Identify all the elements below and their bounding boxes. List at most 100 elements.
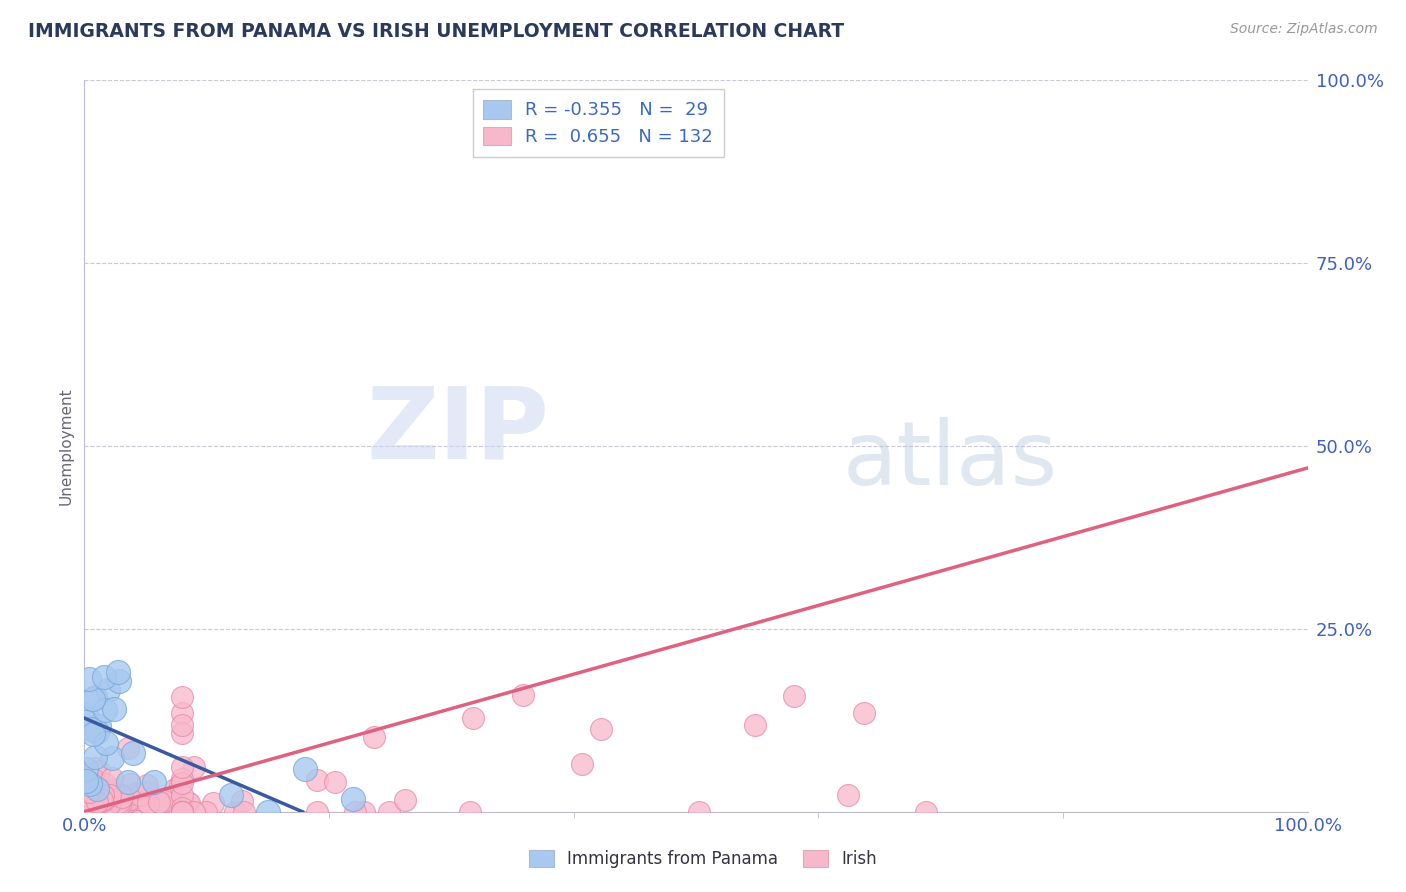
Point (118, 794, 141, 808)
Point (76, 797, 98, 811)
Point (75, 762, 97, 776)
Point (224, 805, 246, 819)
Point (201, 796, 224, 810)
Text: Source: ZipAtlas.com: Source: ZipAtlas.com (1230, 22, 1378, 37)
Point (120, 777, 142, 791)
Point (80, 795, 103, 809)
Point (76, 797, 98, 811)
Point (149, 795, 172, 809)
Point (172, 690, 194, 705)
Point (342, 792, 364, 806)
Point (75, 781, 97, 796)
Point (104, 794, 127, 808)
Point (117, 740, 139, 755)
Point (90, 793, 112, 807)
Point (172, 725, 194, 739)
Point (76, 771, 98, 785)
Point (75, 797, 97, 811)
Point (107, 665, 129, 679)
Point (150, 796, 173, 810)
Point (122, 746, 145, 760)
Point (837, 789, 859, 803)
Point (82, 797, 104, 811)
Point (82, 692, 104, 706)
Point (82, 771, 104, 785)
Point (591, 723, 613, 737)
Point (94, 792, 117, 806)
Point (172, 788, 194, 802)
Point (97, 683, 120, 698)
Point (343, 805, 366, 819)
Point (688, 805, 710, 819)
Point (82, 797, 104, 811)
Point (91, 789, 114, 803)
Point (101, 782, 124, 797)
Point (115, 795, 138, 809)
Point (82, 784, 104, 798)
Point (82, 797, 104, 811)
Point (129, 788, 152, 802)
Point (108, 797, 131, 811)
Text: atlas: atlas (842, 417, 1057, 504)
Point (512, 688, 534, 702)
Point (79, 723, 101, 737)
Point (294, 762, 316, 776)
Point (86, 725, 108, 739)
Point (172, 805, 194, 819)
Point (172, 760, 194, 774)
Point (83, 789, 105, 803)
Point (98, 784, 121, 798)
Point (93, 797, 115, 812)
Point (79, 777, 101, 791)
Point (305, 773, 328, 788)
Point (172, 805, 194, 819)
Point (172, 801, 194, 815)
Point (136, 778, 159, 792)
Point (176, 797, 198, 811)
Point (172, 805, 194, 819)
Point (84, 690, 107, 704)
Point (82, 793, 104, 807)
Point (153, 794, 176, 808)
Point (219, 789, 242, 803)
Point (108, 795, 131, 809)
Point (169, 778, 191, 792)
Point (94, 777, 117, 791)
Point (103, 702, 125, 716)
Point (165, 782, 187, 797)
Point (77, 783, 100, 797)
Point (172, 718, 194, 732)
Point (853, 706, 876, 720)
Point (136, 796, 159, 810)
Point (172, 805, 194, 819)
Point (127, 796, 149, 810)
Point (77, 783, 100, 797)
Point (96, 735, 118, 749)
Point (377, 805, 399, 819)
Point (143, 774, 166, 789)
Point (87, 797, 110, 811)
Point (172, 805, 194, 819)
Point (79, 796, 101, 810)
Point (76, 781, 98, 796)
Point (172, 706, 194, 720)
Point (79, 784, 101, 798)
Point (111, 789, 134, 804)
Point (75, 714, 97, 729)
Y-axis label: Unemployment: Unemployment (58, 387, 73, 505)
Point (105, 789, 128, 803)
Point (86, 777, 108, 791)
Point (87, 764, 110, 779)
Text: ZIP: ZIP (367, 383, 550, 480)
Point (461, 711, 484, 725)
Point (183, 805, 205, 819)
Point (98, 788, 121, 802)
Point (183, 760, 205, 774)
Point (177, 796, 200, 810)
Point (172, 804, 194, 818)
Point (80, 794, 103, 808)
Point (75, 794, 97, 808)
Point (172, 805, 194, 819)
Point (87, 780, 110, 794)
Point (77, 785, 100, 799)
